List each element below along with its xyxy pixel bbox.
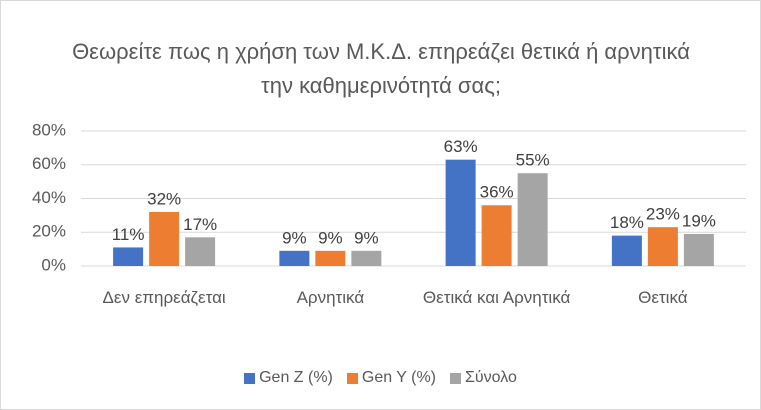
- x-tick-label: Αρνητικά: [296, 288, 365, 307]
- data-label: 9%: [282, 228, 307, 247]
- data-label: 17%: [183, 215, 217, 234]
- data-label: 23%: [646, 205, 680, 224]
- x-tick-label: Δεν επηρεάζεται: [102, 288, 226, 307]
- bar: [315, 250, 346, 266]
- y-tick-label: 0%: [41, 255, 66, 274]
- legend-item: Gen Z (%): [244, 369, 333, 387]
- bar: [149, 212, 180, 266]
- bar: [683, 233, 714, 266]
- bar: [185, 237, 216, 266]
- legend-label: Σύνολο: [465, 369, 517, 386]
- legend-swatch: [450, 372, 461, 384]
- y-tick-label: 40%: [32, 188, 66, 207]
- data-label: 55%: [516, 151, 550, 170]
- y-tick-label: 80%: [32, 120, 66, 139]
- y-tick-label: 20%: [32, 222, 66, 241]
- x-tick-label: Θετικά και Αρνητικά: [422, 288, 571, 307]
- data-label: 9%: [318, 228, 343, 247]
- data-label: 36%: [480, 183, 514, 202]
- data-label: 63%: [444, 137, 478, 156]
- bar: [351, 250, 382, 266]
- legend-label: Gen Z (%): [259, 369, 333, 386]
- data-label: 18%: [610, 213, 644, 232]
- x-tick-label: Θετικά: [638, 288, 688, 307]
- data-label: 11%: [112, 225, 145, 244]
- chart-title: Θεωρείτε πως η χρήση των Μ.Κ.Δ. επηρεάζε…: [72, 39, 690, 98]
- bar: [445, 159, 476, 266]
- legend-item: Gen Y (%): [346, 369, 436, 387]
- y-tick-label: 60%: [32, 154, 66, 173]
- legend: Gen Z (%) Gen Y (%) Σύνολο: [1, 369, 760, 387]
- data-label: 9%: [354, 228, 379, 247]
- data-label: 32%: [147, 189, 181, 208]
- bar: [517, 173, 548, 266]
- legend-label: Gen Y (%): [361, 369, 436, 386]
- bar: [611, 235, 642, 266]
- legend-swatch: [346, 372, 358, 384]
- bar: [279, 250, 310, 266]
- bar: [113, 247, 144, 266]
- data-label: 19%: [682, 211, 716, 230]
- legend-swatch: [244, 372, 256, 384]
- bar: [481, 205, 512, 266]
- bar: [647, 227, 678, 266]
- legend-item: Σύνολο: [450, 369, 517, 387]
